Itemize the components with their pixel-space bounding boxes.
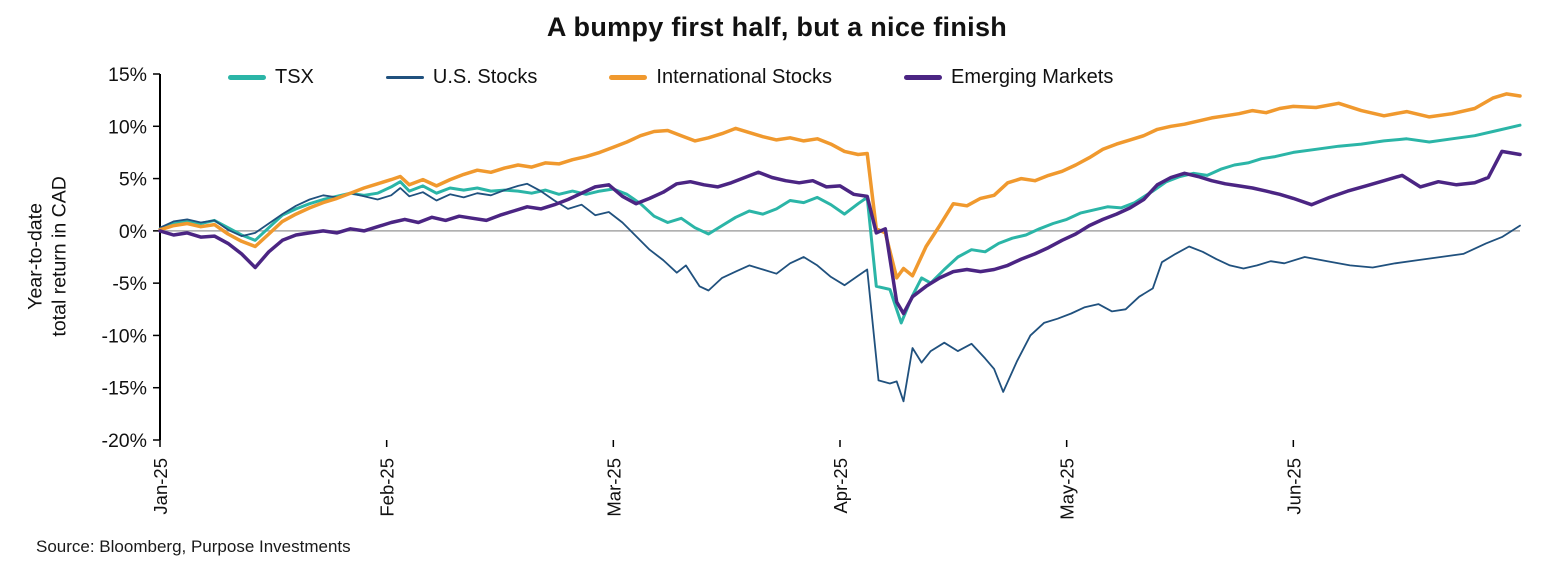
y-tick-label: -10% <box>101 325 147 347</box>
y-tick-label: -20% <box>101 430 147 452</box>
legend-label: Emerging Markets <box>951 66 1114 88</box>
x-tick-label: May-25 <box>1057 458 1078 520</box>
series-line-u-s-stocks <box>159 182 1521 403</box>
series-line-tsx <box>158 123 1522 325</box>
legend-item-international-stocks: International Stocks <box>609 66 832 89</box>
series-line-emerging-markets <box>158 149 1522 316</box>
x-tick-label: Jan-25 <box>150 458 171 515</box>
legend: TSX U.S. Stocks International Stocks Emergi… <box>228 66 1113 89</box>
legend-item-u-s-stocks: U.S. Stocks <box>385 66 538 89</box>
legend-item-tsx: TSX <box>228 66 314 89</box>
y-tick-label: -15% <box>101 378 147 400</box>
y-tick-label: 15% <box>108 64 147 86</box>
x-tick-label: Mar-25 <box>603 458 624 517</box>
y-tick-label: 5% <box>119 169 147 191</box>
y-tick-label: -5% <box>112 273 147 295</box>
legend-swatch-icon <box>385 76 424 79</box>
x-tick-label: Feb-25 <box>377 458 398 517</box>
series-line-international-stocks <box>158 92 1522 280</box>
legend-label: TSX <box>275 66 314 88</box>
x-tick-label: Jun-25 <box>1283 458 1304 515</box>
legend-label: International Stocks <box>656 66 833 88</box>
legend-item-emerging-markets: Emerging Markets <box>904 66 1113 89</box>
chart-title: A bumpy first half, but a nice finish <box>546 12 1008 42</box>
x-tick-label: Apr-25 <box>830 458 851 514</box>
line-chart: 15% 10% 5% 0% -5% -10% -15% -20%Jan-25 Feb-25 Mar… <box>101 64 1522 520</box>
legend-swatch-icon <box>609 74 648 81</box>
y-tick-label: 10% <box>108 116 147 138</box>
legend-label: U.S. Stocks <box>432 66 538 88</box>
legend-swatch-icon <box>904 74 943 81</box>
legend-swatch-icon <box>228 75 266 80</box>
source-text: Source: Bloomberg, Purpose Investments <box>36 537 351 556</box>
y-tick-label: 0% <box>119 221 147 243</box>
